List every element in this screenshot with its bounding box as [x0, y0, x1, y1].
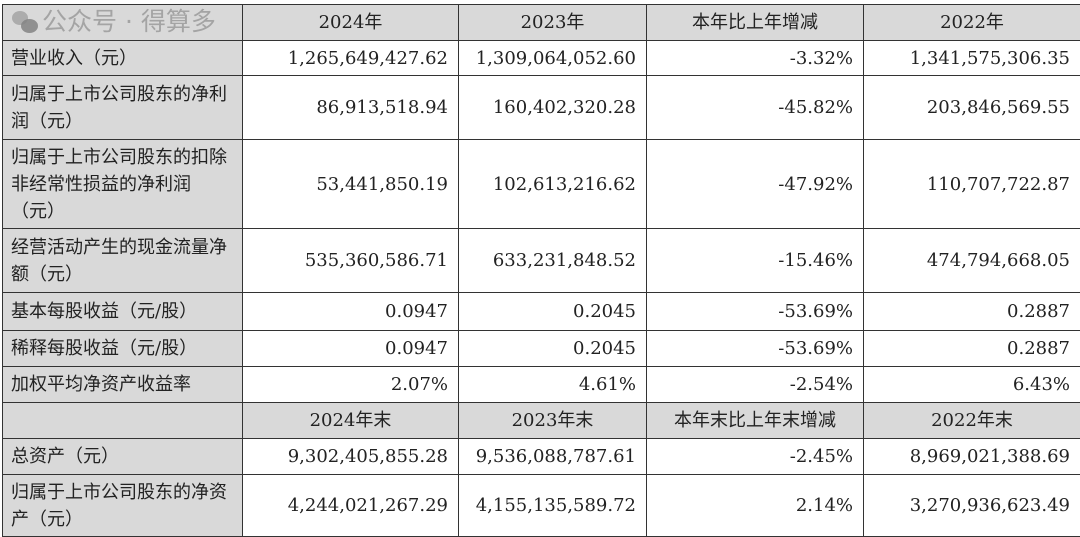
table-cell: 1,309,064,052.60 — [459, 41, 647, 76]
table-cell: 160,402,320.28 — [459, 76, 647, 140]
wechat-icon — [12, 10, 38, 34]
table-cell: 0.0947 — [243, 293, 459, 331]
row-label: 总资产（元） — [3, 439, 243, 475]
table-cell: 0.2887 — [864, 331, 1080, 367]
table-cell: -53.69% — [647, 331, 864, 367]
row-label: 归属于上市公司股东的净资产（元） — [3, 475, 243, 537]
table-cell: 110,707,722.87 — [864, 140, 1080, 229]
table-cell: 53,441,850.19 — [243, 140, 459, 229]
column-header — [3, 403, 243, 439]
table-cell: 203,846,569.55 — [864, 76, 1080, 140]
column-header: 2022年 — [864, 5, 1080, 41]
row-label: 归属于上市公司股东的净利润（元） — [3, 76, 243, 140]
table-cell: 0.0947 — [243, 331, 459, 367]
column-header: 2024年末 — [243, 403, 459, 439]
table-cell: 1,265,649,427.62 — [243, 41, 459, 76]
row-label: 归属于上市公司股东的扣除非经常性损益的净利润（元） — [3, 140, 243, 229]
row-label: 加权平均净资产收益率 — [3, 367, 243, 403]
table-cell: 4,155,135,589.72 — [459, 475, 647, 537]
table-cell: 0.2045 — [459, 331, 647, 367]
column-header: 2024年 — [243, 5, 459, 41]
table-cell: 86,913,518.94 — [243, 76, 459, 140]
table-cell: 535,360,586.71 — [243, 229, 459, 293]
table-cell: -45.82% — [647, 76, 864, 140]
row-label: 营业收入（元） — [3, 41, 243, 76]
column-header: 2023年 — [459, 5, 647, 41]
column-header: 2023年末 — [459, 403, 647, 439]
column-header: 本年比上年增减 — [647, 5, 864, 41]
table-cell: 2.07% — [243, 367, 459, 403]
watermark-text: 公众号 · 得算多 — [42, 7, 216, 37]
table-cell: 9,302,405,855.28 — [243, 439, 459, 475]
table-cell: -47.92% — [647, 140, 864, 229]
table-cell: -2.45% — [647, 439, 864, 475]
table-cell: -2.54% — [647, 367, 864, 403]
table-cell: -3.32% — [647, 41, 864, 76]
table-cell: 0.2887 — [864, 293, 1080, 331]
table-cell: 474,794,668.05 — [864, 229, 1080, 293]
table-cell: 1,341,575,306.35 — [864, 41, 1080, 76]
table-cell: 4.61% — [459, 367, 647, 403]
table-cell: 6.43% — [864, 367, 1080, 403]
watermark: 公众号 · 得算多 — [12, 7, 216, 37]
row-label: 经营活动产生的现金流量净额（元） — [3, 229, 243, 293]
table-cell: 2.14% — [647, 475, 864, 537]
table-cell: 4,244,021,267.29 — [243, 475, 459, 537]
column-header: 本年末比上年末增减 — [647, 403, 864, 439]
table-cell: -15.46% — [647, 229, 864, 293]
table-cell: 3,270,936,623.49 — [864, 475, 1080, 537]
row-label: 稀释每股收益（元/股） — [3, 331, 243, 367]
table-cell: 8,969,021,388.69 — [864, 439, 1080, 475]
table-cell: 0.2045 — [459, 293, 647, 331]
row-label: 基本每股收益（元/股） — [3, 293, 243, 331]
column-header: 2022年末 — [864, 403, 1080, 439]
table-cell: 102,613,216.62 — [459, 140, 647, 229]
table-cell: 9,536,088,787.61 — [459, 439, 647, 475]
table-cell: -53.69% — [647, 293, 864, 331]
table-cell: 633,231,848.52 — [459, 229, 647, 293]
